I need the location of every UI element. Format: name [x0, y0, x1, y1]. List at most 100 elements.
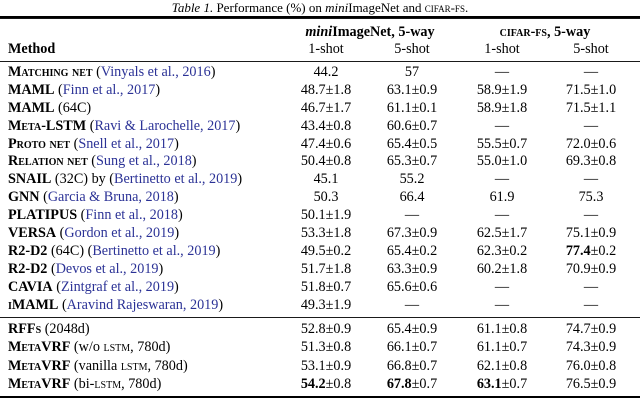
bottom-rule [0, 396, 640, 399]
caption-text: Performance (%) on [213, 0, 326, 15]
metric-error: ±0.9 [590, 339, 617, 356]
metric-value: 61.1 [476, 339, 502, 356]
method-cell: Relation net (Sung et al., 2018) [8, 153, 284, 171]
method-name: MAML [8, 81, 55, 98]
metric-cell: 65.4±0.5 [368, 136, 456, 154]
metric-cell: 66.8±0.7 [368, 357, 456, 375]
method-name: , 780d) [121, 376, 162, 393]
section-divider [0, 316, 640, 318]
metric-error: ±1.9 [325, 296, 352, 313]
metric-cell: 53.3±1.8 [284, 225, 368, 243]
metric-error: ±0.2 [501, 242, 528, 259]
metric-value: — [494, 64, 510, 80]
metric-value: 65.3 [386, 153, 412, 170]
method-name: ( [92, 64, 101, 80]
metric-cell: 63.1±0.9 [368, 82, 456, 100]
citation-link[interactable]: Zintgraf et al., 2019 [60, 278, 175, 295]
citation-link[interactable]: Snell et al., 2017 [78, 135, 175, 152]
citation-link[interactable]: Finn et al., 2018 [85, 207, 178, 224]
metric-cell: 63.1±0.7 [456, 375, 548, 393]
metric-cell: 69.3±0.8 [548, 153, 634, 171]
table-row: SNAIL (32C) by (Bertinetto et al., 2019)… [0, 171, 640, 189]
method-name: RFFs [8, 320, 42, 337]
metric-error: ±1.8 [501, 260, 528, 277]
metric-error: ±1.0 [501, 153, 528, 170]
metric-value: 55.5 [476, 135, 502, 152]
metric-cell: 76.0±0.8 [548, 357, 634, 375]
header-group-1: miniImageNet, 5-way [284, 23, 456, 41]
method-name: , 780d) [147, 357, 188, 374]
table-row: Proto net (Snell et al., 2017) 47.4±0.6 65… [0, 136, 640, 154]
method-cell: MAML (Finn et al., 2017) [8, 82, 284, 100]
metric-cell: — [368, 207, 456, 225]
metric-error: ±0.7 [411, 339, 438, 356]
metric-value: — [583, 171, 599, 188]
method-cell: RFFs (2048d) [8, 320, 284, 338]
metric-cell: 50.3 [284, 189, 368, 207]
method-cell: SNAIL (32C) by (Bertinetto et al., 2019) [8, 171, 284, 189]
method-name: MetaVRF [8, 357, 71, 374]
table-section-1: Matching net (Vinyals et al., 2016) 44.2 5… [0, 62, 640, 314]
table-row: VERSA (Gordon et al., 2019) 53.3±1.8 67.3±… [0, 225, 640, 243]
method-name: (vanilla [70, 357, 121, 374]
metric-value: 62.1 [476, 357, 502, 374]
metric-value: — [583, 64, 599, 80]
method-name: ) [174, 278, 179, 295]
metric-value: 58.9 [476, 99, 502, 116]
method-name: ) [174, 225, 180, 242]
metric-cell: 53.1±0.9 [284, 357, 368, 375]
metric-value: 65.4 [386, 242, 412, 259]
metric-value: 61.9 [489, 189, 515, 206]
table-section-2: RFFs (2048d) 52.8±0.9 65.4±0.9 61.1±0.8 74.7… [0, 320, 640, 394]
table-row: MetaVRF (vanilla LSTM, 780d) 53.1±0.9 66.8… [0, 357, 640, 375]
citation-link[interactable]: Bertinetto et al., 2019 [114, 171, 238, 188]
citation-link[interactable]: Ravi & Larochelle, 2017 [94, 117, 236, 134]
metric-cell: 67.8±0.7 [368, 375, 456, 393]
metric-cell: — [456, 297, 548, 315]
metric-value: 49.3 [300, 296, 326, 313]
metric-error: ±1.8 [501, 99, 528, 116]
metric-error: ±0.5 [411, 135, 438, 152]
method-cell: MetaVRF (vanilla LSTM, 780d) [8, 357, 284, 375]
citation-link[interactable]: Devos et al., 2019 [55, 260, 159, 277]
citation-link[interactable]: Bertinetto et al., 2019 [92, 242, 216, 259]
metric-value: 43.4 [300, 117, 326, 134]
metric-cell: 57 [368, 64, 456, 82]
method-name: ) [237, 171, 243, 188]
metric-value: — [404, 207, 420, 224]
metric-error: ±0.9 [590, 320, 617, 337]
table-row: R2-D2 (Devos et al., 2019) 51.7±1.8 63.3±0… [0, 261, 640, 279]
metric-value: 74.7 [565, 320, 591, 337]
metric-error: ±0.2 [325, 242, 352, 259]
metric-error: ±0.9 [590, 260, 617, 277]
metric-value: 51.3 [300, 339, 326, 356]
metric-value: 70.9 [565, 260, 591, 277]
column-header-4: 5-shot [573, 41, 609, 57]
method-name: ) [235, 117, 241, 134]
metric-cell: 51.8±0.7 [284, 279, 368, 297]
method-name: ( [52, 278, 61, 295]
metric-cell: 51.3±0.8 [284, 338, 368, 356]
metric-value: 76.0 [565, 357, 591, 374]
metric-value: — [583, 207, 599, 224]
metric-value: 61.1 [476, 320, 502, 337]
metric-value: — [494, 171, 510, 188]
method-name: MAML [8, 99, 55, 116]
method-cell: R2-D2 (Devos et al., 2019) [8, 261, 284, 279]
metric-value: 52.8 [300, 320, 326, 337]
citation-link[interactable]: Garcia & Bruna, 2018 [47, 189, 174, 206]
method-cell: Meta-LSTM (Ravi & Larochelle, 2017) [8, 118, 284, 136]
method-cell: PLATIPUS (Finn et al., 2018) [8, 207, 284, 225]
metric-value: 55.2 [399, 171, 425, 188]
metric-cell: 54.2±0.8 [284, 375, 368, 393]
metric-value: 54.2 [300, 376, 326, 393]
metric-error: ±0.8 [590, 357, 617, 374]
metric-cell: — [456, 171, 548, 189]
citation-link[interactable]: Gordon et al., 2019 [64, 225, 175, 242]
citation-link[interactable]: Aravind Rajeswaran, 2019 [66, 296, 219, 313]
metric-error: ±1.9 [325, 207, 352, 224]
metric-cell: — [548, 118, 634, 136]
citation-link[interactable]: Finn et al., 2017 [62, 81, 156, 98]
citation-link[interactable]: Vinyals et al., 2016 [100, 64, 211, 80]
citation-link[interactable]: Sung et al., 2018 [96, 153, 192, 170]
